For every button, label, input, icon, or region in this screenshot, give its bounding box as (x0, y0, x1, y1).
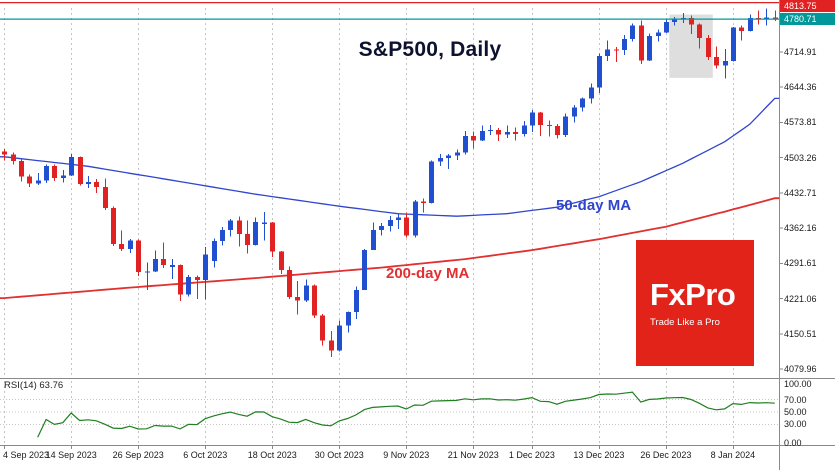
rsi-axis-label: 0.00 (784, 438, 802, 448)
ma50-label: 50-day MA (556, 197, 632, 214)
price-axis-label: 4644.36 (784, 82, 817, 93)
date-axis-label: 9 Nov 2023 (383, 450, 430, 460)
price-axis-label: 4503.26 (784, 152, 817, 163)
date-axis-label: 30 Oct 2023 (314, 450, 364, 460)
ma200-line[interactable] (0, 197, 779, 299)
price-axis-label: 4714.91 (784, 46, 817, 57)
price-axis-label: 4362.16 (784, 223, 817, 234)
fxpro-tagline: Trade Like a Pro (650, 316, 720, 328)
date-axis-label: 26 Sep 2023 (112, 450, 164, 460)
price-axis-label: 4150.51 (784, 328, 817, 339)
rsi-indicator-label: RSI(14) 63.76 (4, 380, 63, 391)
rsi-axis-label: 30.00 (784, 419, 807, 430)
price-axis-label: 4573.81 (784, 117, 817, 128)
date-axis-label: 21 Nov 2023 (447, 450, 499, 460)
ma50-line[interactable] (0, 97, 779, 217)
rsi-indicator-name: RSI(14) (4, 380, 37, 391)
rsi-axis-label: 50.00 (784, 407, 807, 417)
ma200-label: 200-day MA (386, 265, 470, 282)
rsi-axis-label: 100.00 (784, 379, 812, 389)
rsi-indicator-value: 63.76 (39, 380, 64, 391)
date-axis-label: 18 Oct 2023 (247, 450, 297, 460)
price-axis-label: 4291.61 (784, 258, 817, 269)
price-axis-label: 4221.06 (784, 293, 817, 304)
date-axis-label: 14 Sep 2023 (45, 450, 97, 460)
date-axis-label: 8 Jan 2024 (710, 450, 756, 460)
rsi-axis-label: 70.00 (784, 394, 807, 405)
price-axis-label: 4432.71 (784, 187, 817, 198)
price-axis-label: 4079.96 (784, 363, 817, 374)
fxpro-brand-text: FxPro (650, 276, 736, 312)
upper-price-badge: 4813.75 (780, 0, 835, 12)
chart-title: S&P500, Daily (358, 38, 502, 61)
fxpro-logo: FxPro Trade Like a Pro (636, 240, 754, 366)
date-axis-label: 4 Sep 2023 (3, 450, 50, 460)
date-axis-label: 13 Dec 2023 (573, 450, 625, 460)
date-axis-label: 1 Dec 2023 (508, 450, 555, 460)
current-price-badge: 4780.71 (780, 13, 835, 26)
rsi-line[interactable] (37, 391, 775, 438)
date-axis-label: 6 Oct 2023 (183, 450, 228, 460)
date-axis-label: 26 Dec 2023 (640, 450, 692, 460)
